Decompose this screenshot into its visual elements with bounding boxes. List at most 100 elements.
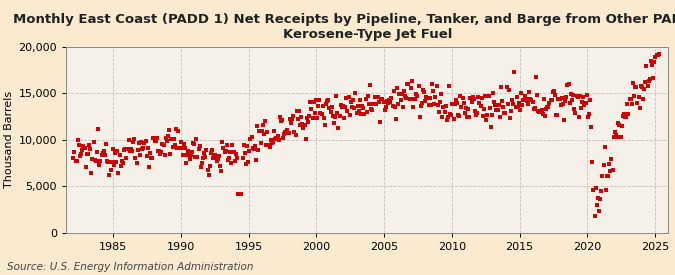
Point bbox=[342, 109, 353, 114]
Point bbox=[232, 156, 242, 160]
Point bbox=[360, 97, 371, 101]
Point bbox=[364, 83, 375, 87]
Point bbox=[186, 150, 197, 154]
Point bbox=[494, 114, 505, 119]
Point bbox=[628, 94, 639, 98]
Point bbox=[321, 102, 331, 107]
Point bbox=[645, 77, 655, 82]
Point bbox=[313, 104, 323, 108]
Point bbox=[608, 167, 618, 172]
Point bbox=[178, 142, 189, 147]
Point bbox=[580, 101, 591, 105]
Point bbox=[519, 94, 530, 98]
Point bbox=[297, 122, 308, 126]
Point bbox=[544, 100, 555, 105]
Point bbox=[440, 104, 451, 108]
Point bbox=[652, 53, 663, 57]
Point bbox=[213, 154, 224, 158]
Point bbox=[507, 98, 518, 102]
Point bbox=[373, 95, 383, 100]
Point bbox=[88, 140, 99, 145]
Point bbox=[497, 105, 508, 109]
Point bbox=[595, 197, 605, 201]
Point bbox=[203, 172, 214, 177]
Point bbox=[381, 104, 392, 109]
Point bbox=[84, 143, 95, 147]
Point bbox=[431, 84, 442, 88]
Point bbox=[492, 108, 503, 112]
Text: Source: U.S. Energy Information Administration: Source: U.S. Energy Information Administ… bbox=[7, 262, 253, 272]
Point bbox=[164, 128, 175, 132]
Point bbox=[578, 95, 589, 99]
Point bbox=[281, 128, 292, 132]
Point bbox=[274, 114, 285, 119]
Point bbox=[265, 138, 276, 142]
Point bbox=[142, 146, 153, 150]
Point bbox=[456, 105, 467, 110]
Point bbox=[154, 149, 165, 153]
Point bbox=[648, 76, 659, 80]
Point bbox=[524, 90, 535, 94]
Point bbox=[394, 92, 405, 96]
Point bbox=[323, 98, 333, 102]
Point bbox=[308, 100, 319, 105]
Point bbox=[285, 117, 296, 121]
Point bbox=[253, 147, 264, 152]
Point bbox=[181, 161, 192, 165]
Point bbox=[136, 140, 146, 144]
Point bbox=[562, 83, 573, 87]
Point bbox=[447, 101, 458, 106]
Point bbox=[421, 95, 432, 99]
Point bbox=[307, 115, 318, 120]
Point bbox=[522, 99, 533, 103]
Point bbox=[384, 98, 395, 102]
Point bbox=[408, 97, 419, 101]
Point bbox=[205, 163, 215, 168]
Point bbox=[490, 103, 501, 107]
Point bbox=[570, 111, 580, 115]
Point bbox=[566, 92, 576, 97]
Point bbox=[401, 95, 412, 100]
Point bbox=[288, 114, 299, 119]
Point bbox=[304, 114, 315, 119]
Point bbox=[418, 90, 429, 94]
Point bbox=[219, 150, 230, 154]
Point bbox=[588, 188, 599, 192]
Point bbox=[561, 95, 572, 99]
Point bbox=[124, 148, 135, 153]
Point bbox=[178, 153, 188, 157]
Point bbox=[85, 147, 96, 151]
Point bbox=[69, 150, 80, 155]
Point bbox=[389, 105, 400, 110]
Point bbox=[104, 172, 115, 177]
Point bbox=[599, 145, 610, 150]
Point bbox=[354, 98, 365, 103]
Point bbox=[334, 114, 345, 118]
Point bbox=[340, 104, 350, 109]
Point bbox=[206, 151, 217, 155]
Point bbox=[208, 156, 219, 160]
Point bbox=[643, 79, 654, 83]
Point bbox=[497, 98, 508, 103]
Point bbox=[140, 139, 151, 144]
Point bbox=[526, 97, 537, 102]
Point bbox=[404, 96, 415, 101]
Point bbox=[586, 124, 597, 129]
Point bbox=[612, 135, 622, 139]
Point bbox=[192, 155, 202, 160]
Point bbox=[210, 153, 221, 157]
Point bbox=[131, 161, 142, 165]
Point bbox=[144, 165, 155, 169]
Point bbox=[359, 111, 370, 116]
Point bbox=[415, 104, 426, 108]
Point bbox=[603, 174, 614, 179]
Point bbox=[165, 152, 176, 156]
Point bbox=[271, 136, 281, 140]
Point bbox=[175, 139, 186, 144]
Point bbox=[344, 112, 355, 117]
Point bbox=[641, 64, 652, 68]
Point bbox=[78, 144, 89, 148]
Point bbox=[182, 153, 192, 157]
Point bbox=[306, 107, 317, 111]
Point bbox=[406, 78, 417, 83]
